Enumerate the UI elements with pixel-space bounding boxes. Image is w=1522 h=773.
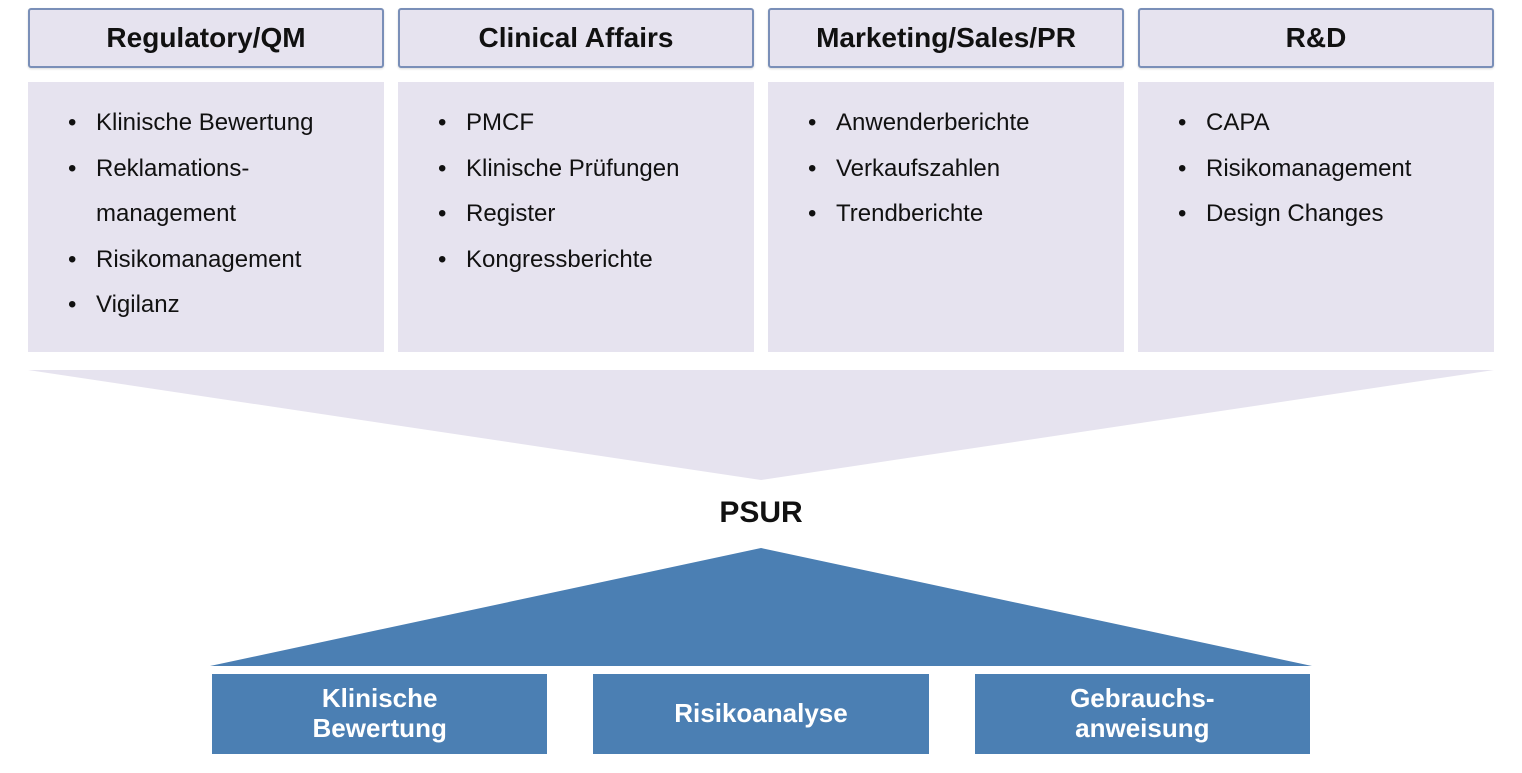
body-regulatory: Klinische Bewertung Reklamations-managem… [28, 82, 384, 352]
list-item: Klinische Prüfungen [438, 146, 734, 192]
column-clinical: Clinical Affairs PMCF Klinische Prüfunge… [398, 8, 754, 352]
bottom-box-klinische: KlinischeBewertung [210, 672, 549, 756]
header-marketing: Marketing/Sales/PR [768, 8, 1124, 68]
header-clinical: Clinical Affairs [398, 8, 754, 68]
body-rd: CAPA Risikomanagement Design Changes [1138, 82, 1494, 352]
center-label-psur: PSUR [0, 496, 1522, 530]
funnel-bottom-shape [210, 548, 1312, 666]
list-item: Anwenderberichte [808, 100, 1104, 146]
list-item: Vigilanz [68, 282, 364, 328]
bottom-box-risiko: Risikoanalyse [591, 672, 930, 756]
list-item: PMCF [438, 100, 734, 146]
column-rd: R&D CAPA Risikomanagement Design Changes [1138, 8, 1494, 352]
funnel-top-shape [28, 370, 1494, 480]
list-item: CAPA [1178, 100, 1474, 146]
body-marketing: Anwenderberichte Verkaufszahlen Trendber… [768, 82, 1124, 352]
list-item: Verkaufszahlen [808, 146, 1104, 192]
top-columns: Regulatory/QM Klinische Bewertung Reklam… [0, 0, 1522, 352]
bottom-label: Risikoanalyse [674, 699, 847, 729]
list-item: Reklamations-management [68, 146, 364, 237]
header-rd: R&D [1138, 8, 1494, 68]
column-regulatory: Regulatory/QM Klinische Bewertung Reklam… [28, 8, 384, 352]
list-item: Kongressberichte [438, 237, 734, 283]
column-marketing: Marketing/Sales/PR Anwenderberichte Verk… [768, 8, 1124, 352]
list-item: Design Changes [1178, 191, 1474, 237]
bottom-box-gebrauchs: Gebrauchs-anweisung [973, 672, 1312, 756]
bottom-label: Gebrauchs-anweisung [1070, 684, 1215, 744]
bottom-label: KlinischeBewertung [312, 684, 446, 744]
header-regulatory: Regulatory/QM [28, 8, 384, 68]
list-item: Risikomanagement [68, 237, 364, 283]
body-clinical: PMCF Klinische Prüfungen Register Kongre… [398, 82, 754, 352]
list-item: Register [438, 191, 734, 237]
bottom-boxes: KlinischeBewertung Risikoanalyse Gebrauc… [210, 672, 1312, 756]
list-item: Klinische Bewertung [68, 100, 364, 146]
list-item: Risikomanagement [1178, 146, 1474, 192]
list-item: Trendberichte [808, 191, 1104, 237]
